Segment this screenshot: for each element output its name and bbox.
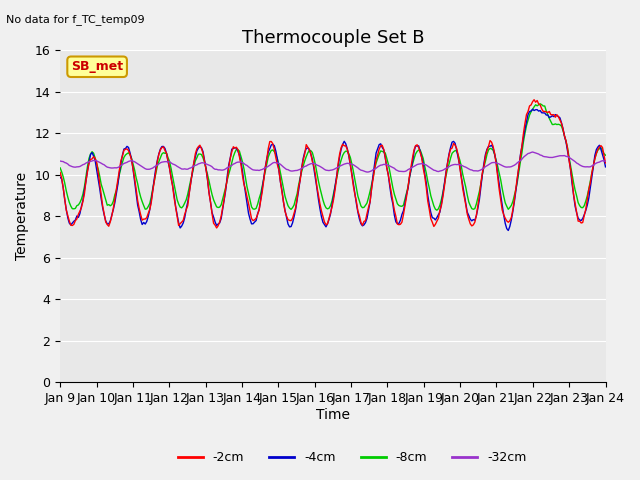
X-axis label: Time: Time	[316, 408, 350, 422]
Title: Thermocouple Set B: Thermocouple Set B	[241, 29, 424, 48]
Text: SB_met: SB_met	[71, 60, 123, 73]
Text: No data for f_TC_temp09: No data for f_TC_temp09	[6, 14, 145, 25]
Legend: -2cm, -4cm, -8cm, -32cm: -2cm, -4cm, -8cm, -32cm	[173, 446, 531, 469]
Y-axis label: Temperature: Temperature	[15, 172, 29, 260]
